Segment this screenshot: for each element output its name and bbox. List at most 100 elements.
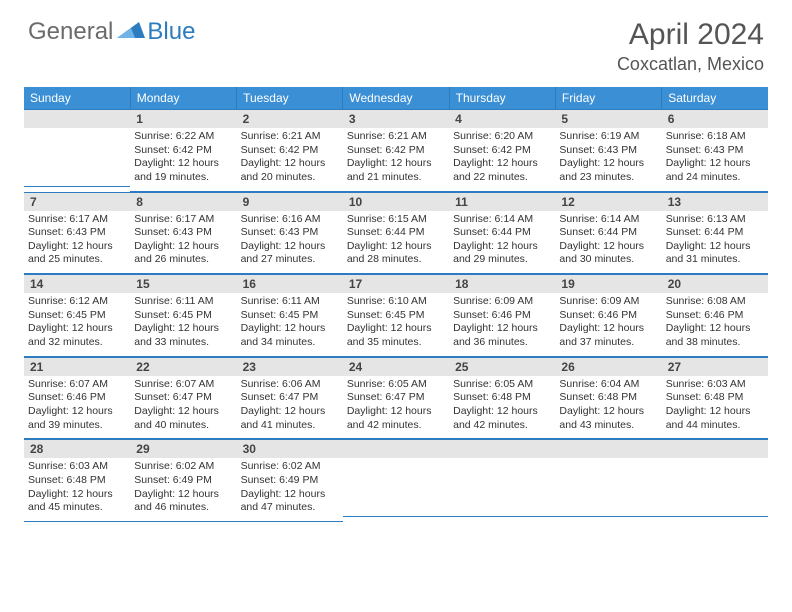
day-details: Sunrise: 6:02 AMSunset: 6:49 PMDaylight:… bbox=[130, 458, 236, 521]
day-details: Sunrise: 6:17 AMSunset: 6:43 PMDaylight:… bbox=[24, 211, 130, 274]
day-number: 26 bbox=[555, 358, 661, 376]
day-details: Sunrise: 6:08 AMSunset: 6:46 PMDaylight:… bbox=[662, 293, 768, 356]
day-number: 5 bbox=[555, 110, 661, 128]
day-number: 13 bbox=[662, 193, 768, 211]
day-number: 10 bbox=[343, 193, 449, 211]
calendar-day-cell: 1Sunrise: 6:22 AMSunset: 6:42 PMDaylight… bbox=[130, 109, 236, 192]
day-number: 24 bbox=[343, 358, 449, 376]
day-details: Sunrise: 6:15 AMSunset: 6:44 PMDaylight:… bbox=[343, 211, 449, 274]
calendar-day-cell: 6Sunrise: 6:18 AMSunset: 6:43 PMDaylight… bbox=[662, 109, 768, 192]
weekday-header: Thursday bbox=[449, 87, 555, 109]
day-details: Sunrise: 6:21 AMSunset: 6:42 PMDaylight:… bbox=[343, 128, 449, 191]
weekday-header: Monday bbox=[130, 87, 236, 109]
calendar-day-cell: 7Sunrise: 6:17 AMSunset: 6:43 PMDaylight… bbox=[24, 192, 130, 275]
weekday-header: Saturday bbox=[662, 87, 768, 109]
day-number: 3 bbox=[343, 110, 449, 128]
day-details: Sunrise: 6:02 AMSunset: 6:49 PMDaylight:… bbox=[237, 458, 343, 521]
calendar-day-cell: 9Sunrise: 6:16 AMSunset: 6:43 PMDaylight… bbox=[237, 192, 343, 275]
calendar-day-cell: 10Sunrise: 6:15 AMSunset: 6:44 PMDayligh… bbox=[343, 192, 449, 275]
calendar-day-cell: 3Sunrise: 6:21 AMSunset: 6:42 PMDaylight… bbox=[343, 109, 449, 192]
calendar-day-cell: 11Sunrise: 6:14 AMSunset: 6:44 PMDayligh… bbox=[449, 192, 555, 275]
day-number: 22 bbox=[130, 358, 236, 376]
calendar-empty-cell bbox=[662, 439, 768, 522]
day-details: Sunrise: 6:20 AMSunset: 6:42 PMDaylight:… bbox=[449, 128, 555, 191]
day-number: 27 bbox=[662, 358, 768, 376]
day-number: 1 bbox=[130, 110, 236, 128]
day-details: Sunrise: 6:05 AMSunset: 6:47 PMDaylight:… bbox=[343, 376, 449, 439]
day-details: Sunrise: 6:03 AMSunset: 6:48 PMDaylight:… bbox=[662, 376, 768, 439]
day-details: Sunrise: 6:13 AMSunset: 6:44 PMDaylight:… bbox=[662, 211, 768, 274]
day-details: Sunrise: 6:18 AMSunset: 6:43 PMDaylight:… bbox=[662, 128, 768, 191]
day-number: 17 bbox=[343, 275, 449, 293]
day-number: 28 bbox=[24, 440, 130, 458]
weekday-header-row: Sunday Monday Tuesday Wednesday Thursday… bbox=[24, 87, 768, 109]
calendar-day-cell: 29Sunrise: 6:02 AMSunset: 6:49 PMDayligh… bbox=[130, 439, 236, 522]
calendar-day-cell: 19Sunrise: 6:09 AMSunset: 6:46 PMDayligh… bbox=[555, 274, 661, 357]
calendar-day-cell: 23Sunrise: 6:06 AMSunset: 6:47 PMDayligh… bbox=[237, 357, 343, 440]
calendar-empty-cell bbox=[555, 439, 661, 522]
weekday-header: Wednesday bbox=[343, 87, 449, 109]
calendar-week-row: 21Sunrise: 6:07 AMSunset: 6:46 PMDayligh… bbox=[24, 357, 768, 440]
day-details: Sunrise: 6:09 AMSunset: 6:46 PMDaylight:… bbox=[449, 293, 555, 356]
day-number: 21 bbox=[24, 358, 130, 376]
month-title: April 2024 bbox=[617, 18, 764, 52]
calendar-day-cell: 13Sunrise: 6:13 AMSunset: 6:44 PMDayligh… bbox=[662, 192, 768, 275]
day-details: Sunrise: 6:12 AMSunset: 6:45 PMDaylight:… bbox=[24, 293, 130, 356]
day-details: Sunrise: 6:17 AMSunset: 6:43 PMDaylight:… bbox=[130, 211, 236, 274]
header: General Blue April 2024 Coxcatlan, Mexic… bbox=[0, 0, 792, 83]
day-number: 2 bbox=[237, 110, 343, 128]
day-details: Sunrise: 6:04 AMSunset: 6:48 PMDaylight:… bbox=[555, 376, 661, 439]
day-number: 15 bbox=[130, 275, 236, 293]
logo-text-general: General bbox=[28, 18, 113, 46]
calendar-day-cell: 5Sunrise: 6:19 AMSunset: 6:43 PMDaylight… bbox=[555, 109, 661, 192]
day-number: 19 bbox=[555, 275, 661, 293]
day-number: 25 bbox=[449, 358, 555, 376]
calendar-day-cell: 15Sunrise: 6:11 AMSunset: 6:45 PMDayligh… bbox=[130, 274, 236, 357]
day-details: Sunrise: 6:03 AMSunset: 6:48 PMDaylight:… bbox=[24, 458, 130, 521]
calendar-day-cell: 17Sunrise: 6:10 AMSunset: 6:45 PMDayligh… bbox=[343, 274, 449, 357]
day-number: 14 bbox=[24, 275, 130, 293]
calendar-day-cell: 12Sunrise: 6:14 AMSunset: 6:44 PMDayligh… bbox=[555, 192, 661, 275]
calendar-day-cell: 8Sunrise: 6:17 AMSunset: 6:43 PMDaylight… bbox=[130, 192, 236, 275]
calendar-day-cell: 21Sunrise: 6:07 AMSunset: 6:46 PMDayligh… bbox=[24, 357, 130, 440]
logo-triangle-icon bbox=[117, 20, 145, 45]
day-number: 8 bbox=[130, 193, 236, 211]
day-details: Sunrise: 6:07 AMSunset: 6:47 PMDaylight:… bbox=[130, 376, 236, 439]
calendar-empty-cell bbox=[343, 439, 449, 522]
day-details: Sunrise: 6:21 AMSunset: 6:42 PMDaylight:… bbox=[237, 128, 343, 191]
calendar-day-cell: 28Sunrise: 6:03 AMSunset: 6:48 PMDayligh… bbox=[24, 439, 130, 522]
day-number: 9 bbox=[237, 193, 343, 211]
day-details: Sunrise: 6:05 AMSunset: 6:48 PMDaylight:… bbox=[449, 376, 555, 439]
day-number: 16 bbox=[237, 275, 343, 293]
day-details: Sunrise: 6:22 AMSunset: 6:42 PMDaylight:… bbox=[130, 128, 236, 191]
weekday-header: Friday bbox=[555, 87, 661, 109]
calendar-week-row: 1Sunrise: 6:22 AMSunset: 6:42 PMDaylight… bbox=[24, 109, 768, 192]
day-number: 30 bbox=[237, 440, 343, 458]
logo-text-blue: Blue bbox=[147, 18, 195, 46]
day-details: Sunrise: 6:07 AMSunset: 6:46 PMDaylight:… bbox=[24, 376, 130, 439]
calendar-day-cell: 4Sunrise: 6:20 AMSunset: 6:42 PMDaylight… bbox=[449, 109, 555, 192]
calendar-day-cell: 30Sunrise: 6:02 AMSunset: 6:49 PMDayligh… bbox=[237, 439, 343, 522]
day-details: Sunrise: 6:06 AMSunset: 6:47 PMDaylight:… bbox=[237, 376, 343, 439]
day-number: 7 bbox=[24, 193, 130, 211]
location-subtitle: Coxcatlan, Mexico bbox=[617, 54, 764, 75]
day-details: Sunrise: 6:16 AMSunset: 6:43 PMDaylight:… bbox=[237, 211, 343, 274]
calendar-body: 1Sunrise: 6:22 AMSunset: 6:42 PMDaylight… bbox=[24, 109, 768, 522]
day-number: 11 bbox=[449, 193, 555, 211]
weekday-header: Sunday bbox=[24, 87, 130, 109]
title-block: April 2024 Coxcatlan, Mexico bbox=[617, 18, 764, 75]
day-number: 12 bbox=[555, 193, 661, 211]
day-number: 4 bbox=[449, 110, 555, 128]
day-details: Sunrise: 6:09 AMSunset: 6:46 PMDaylight:… bbox=[555, 293, 661, 356]
day-details: Sunrise: 6:19 AMSunset: 6:43 PMDaylight:… bbox=[555, 128, 661, 191]
day-details: Sunrise: 6:11 AMSunset: 6:45 PMDaylight:… bbox=[237, 293, 343, 356]
day-details: Sunrise: 6:14 AMSunset: 6:44 PMDaylight:… bbox=[449, 211, 555, 274]
calendar-day-cell: 18Sunrise: 6:09 AMSunset: 6:46 PMDayligh… bbox=[449, 274, 555, 357]
day-details: Sunrise: 6:14 AMSunset: 6:44 PMDaylight:… bbox=[555, 211, 661, 274]
calendar-day-cell: 24Sunrise: 6:05 AMSunset: 6:47 PMDayligh… bbox=[343, 357, 449, 440]
weekday-header: Tuesday bbox=[237, 87, 343, 109]
day-number: 18 bbox=[449, 275, 555, 293]
calendar-week-row: 14Sunrise: 6:12 AMSunset: 6:45 PMDayligh… bbox=[24, 274, 768, 357]
calendar-day-cell: 27Sunrise: 6:03 AMSunset: 6:48 PMDayligh… bbox=[662, 357, 768, 440]
day-number: 6 bbox=[662, 110, 768, 128]
